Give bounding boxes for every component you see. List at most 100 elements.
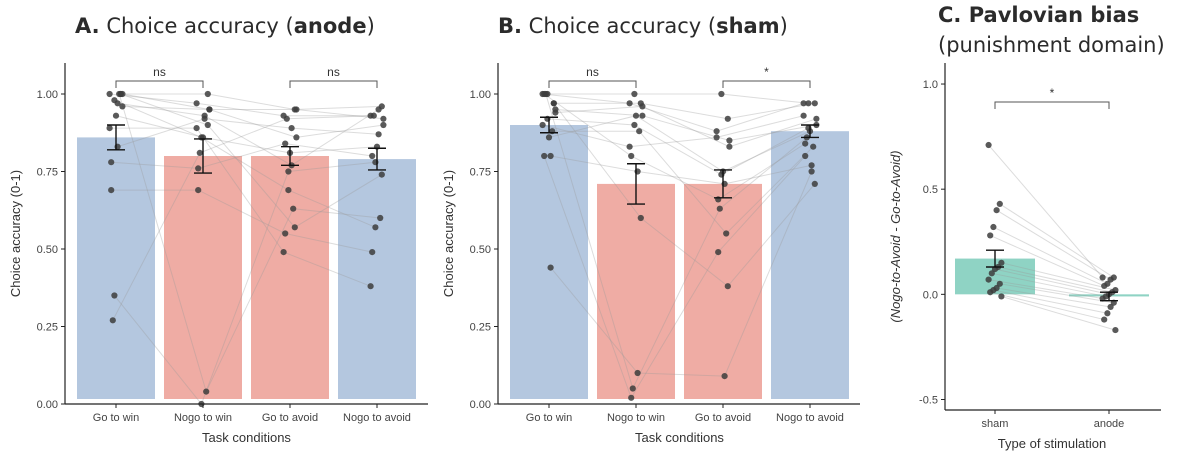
y-tick-label: -0.5 — [919, 394, 938, 406]
data-point — [721, 373, 728, 380]
subject-line — [109, 127, 371, 287]
data-point — [290, 205, 297, 212]
data-point — [998, 293, 1005, 300]
data-point — [375, 131, 382, 138]
data-point — [367, 283, 374, 290]
x-tick-label: Go to avoid — [695, 412, 751, 424]
subject-line — [542, 93, 804, 132]
data-point — [631, 121, 638, 129]
subject-line — [1001, 262, 1116, 291]
y-tick-label: 1.0 — [923, 79, 938, 91]
panel-b-title-close: ) — [779, 14, 788, 38]
data-point — [108, 159, 115, 166]
subject-line — [989, 234, 1105, 287]
panel-b-title-text: Choice accuracy ( — [528, 14, 717, 38]
data-point — [293, 106, 300, 113]
data-point — [726, 143, 733, 150]
data-point — [988, 270, 995, 277]
data-point — [111, 292, 118, 299]
y-tick-label: 0.25 — [470, 322, 491, 334]
x-tick-label: sham — [982, 418, 1009, 430]
data-point — [802, 152, 809, 160]
y-tick-label: 0.0 — [923, 289, 938, 301]
data-point — [204, 90, 211, 98]
subject-line — [990, 291, 1105, 321]
significance-bracket: * — [722, 65, 811, 88]
panel-b-letter: B. — [498, 14, 522, 38]
data-point — [195, 165, 202, 172]
data-point — [1107, 303, 1114, 311]
bar-b-0 — [510, 125, 588, 399]
data-point — [802, 140, 809, 147]
subject-line — [115, 115, 378, 154]
chart-c: * -0.5 0.0 0.5 1.0 sham anode Type of stimulati… — [888, 63, 1161, 451]
subject-line — [547, 93, 809, 104]
subject-line — [993, 289, 1108, 314]
x-axis-label: Type of stimulation — [998, 436, 1106, 451]
significance-label: ns — [153, 65, 166, 79]
panel-c-title: C. Pavlovian bias (punishment domain) — [938, 0, 1165, 60]
bracket-line — [115, 80, 204, 88]
panel-b-title-bold: sham — [716, 14, 780, 38]
subject-line — [120, 93, 383, 228]
error-bar — [194, 138, 212, 174]
significance-bracket: ns — [115, 65, 204, 88]
data-point — [380, 121, 387, 129]
data-point — [552, 106, 559, 113]
data-point — [106, 90, 113, 98]
data-point — [108, 187, 115, 194]
data-point — [724, 115, 731, 122]
data-point — [291, 224, 298, 231]
data-point — [637, 214, 644, 222]
data-point — [726, 137, 733, 144]
data-point — [203, 388, 210, 395]
bar-b-2 — [684, 183, 762, 399]
bar-a-3 — [338, 159, 416, 399]
subject-line — [120, 93, 382, 111]
y-tick-label: 0.00 — [37, 399, 58, 411]
x-tick-label: Nogo to avoid — [776, 412, 844, 424]
data-point — [808, 168, 815, 175]
data-point — [293, 134, 300, 141]
significance-bracket: ns — [289, 65, 378, 88]
y-axis-label: Choice accuracy (0-1) — [441, 170, 456, 297]
error-bar — [368, 147, 386, 171]
subject-line — [109, 93, 371, 117]
subject-line — [122, 105, 384, 138]
data-point — [636, 128, 643, 135]
data-point — [111, 97, 118, 104]
panel-a-title-close: ) — [366, 14, 375, 38]
data-point — [201, 115, 208, 122]
data-point — [713, 128, 720, 135]
bracket-line — [548, 80, 637, 88]
subject-line — [999, 283, 1114, 304]
data-point — [282, 230, 289, 237]
bar-b-3 — [771, 131, 849, 399]
data-point — [996, 200, 1003, 208]
y-tick-label: 0.75 — [470, 167, 491, 179]
data-point — [541, 152, 548, 160]
data-point — [998, 259, 1005, 266]
data-point — [631, 90, 638, 98]
y-axis-label: Choice accuracy (0-1) — [8, 170, 23, 297]
significance-label: * — [764, 65, 769, 79]
subject-line — [111, 189, 373, 253]
data-point — [1099, 274, 1106, 281]
subject-line — [550, 171, 813, 377]
x-tick-label: Nogo to avoid — [343, 412, 411, 424]
data-point — [380, 115, 387, 122]
data-point — [800, 100, 807, 107]
y-tick-label: 0.75 — [37, 167, 58, 179]
subject-line — [996, 287, 1111, 308]
data-point — [541, 90, 548, 98]
subject-line — [543, 155, 806, 399]
data-point — [808, 162, 815, 169]
panel-b-title: B. Choice accuracy (sham) — [498, 14, 788, 38]
data-point — [369, 152, 376, 160]
y-axis-label: (Nogo-to-Avoid - Go-to-Avoid) — [888, 150, 903, 322]
data-point — [369, 249, 376, 256]
subject-line — [112, 115, 374, 321]
bar-a-0 — [77, 137, 155, 399]
subject-line — [999, 203, 1115, 278]
error-bar — [627, 163, 645, 205]
